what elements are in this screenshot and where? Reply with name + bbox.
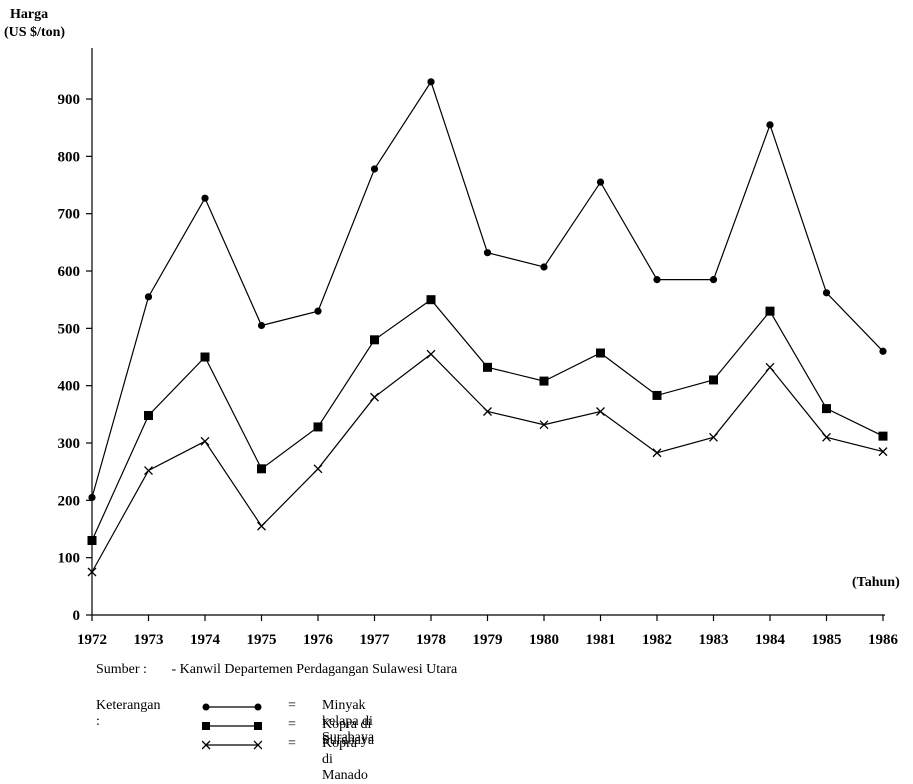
x-tick-label: 1979	[473, 632, 503, 648]
legend-title: Keterangan :	[96, 698, 161, 729]
data-point	[427, 78, 435, 86]
x-tick-label: 1984	[755, 632, 786, 648]
source-label: Sumber :	[96, 662, 147, 677]
legend-item-kopra-manado: Kopra di Manado	[322, 736, 368, 783]
data-point	[257, 464, 266, 474]
data-point	[87, 535, 97, 545]
y-tick-label: 200	[58, 493, 81, 509]
data-point	[765, 306, 775, 316]
data-point	[426, 295, 436, 305]
x-tick-label: 1973	[134, 632, 164, 648]
x-tick-label: 1986	[868, 632, 899, 648]
data-point	[370, 165, 379, 173]
x-axis-title: (Tahun)	[852, 575, 900, 590]
y-tick-label: 700	[58, 207, 81, 223]
data-point	[370, 392, 379, 402]
data-point	[878, 447, 888, 457]
x-tick-label: 1972	[77, 632, 107, 648]
data-point	[313, 464, 323, 474]
data-point	[483, 362, 492, 372]
x-tick-label: 1985	[812, 632, 842, 648]
legend-equals: =	[288, 736, 296, 751]
y-axis-title-line1: Harga	[10, 7, 48, 22]
data-point	[426, 349, 436, 359]
legend-swatch-circle	[202, 703, 262, 711]
x-tick-label: 1983	[699, 632, 729, 648]
y-tick-label: 300	[58, 436, 81, 452]
x-tick-label: 1980	[529, 632, 559, 648]
x-tick-label: 1981	[586, 632, 616, 648]
data-point	[144, 466, 153, 475]
data-point	[709, 375, 718, 385]
data-point	[539, 420, 549, 430]
y-axis-title-line2: (US $/ton)	[4, 25, 65, 40]
data-point	[878, 431, 888, 441]
y-tick-label: 800	[58, 149, 81, 165]
y-tick-label: 900	[58, 92, 81, 108]
x-tick-label: 1977	[360, 632, 391, 648]
y-tick-label: 600	[58, 264, 81, 280]
data-point	[88, 493, 96, 502]
line-chart: Harga (US $/ton) (Tahun) 0 100 200 300 400 50…	[4, 7, 900, 648]
data-point	[596, 178, 605, 186]
x-tick-label: 1978	[416, 632, 446, 648]
data-point	[709, 432, 718, 442]
data-point	[483, 249, 492, 257]
series-cross	[87, 349, 888, 577]
series-line	[91, 80, 884, 498]
data-point	[314, 307, 322, 315]
data-point	[822, 404, 831, 414]
data-point	[822, 289, 831, 297]
data-point	[257, 321, 266, 330]
data-point	[766, 121, 774, 129]
series-circle	[88, 78, 887, 502]
legend-item-kopra-surabaya: Kopra di Surabaya	[322, 717, 375, 748]
data-point	[144, 410, 153, 420]
data-point	[483, 407, 492, 416]
data-point	[370, 335, 379, 345]
data-point	[879, 347, 887, 355]
data-point	[539, 376, 549, 386]
series-square	[87, 295, 888, 545]
source-text: - Kanwil Departemen Perdagangan Sulawesi…	[171, 662, 458, 677]
data-point	[596, 407, 605, 416]
x-tick-label: 1974	[190, 632, 221, 648]
data-point	[652, 448, 662, 458]
data-point	[709, 276, 718, 284]
legend-equals: =	[288, 698, 296, 713]
source-note: Sumber : - Kanwil Departemen Perdagangan…	[96, 662, 457, 678]
y-tick-label: 100	[58, 551, 81, 567]
x-tick-label: 1976	[303, 632, 334, 648]
data-point	[652, 390, 662, 400]
data-point	[200, 436, 210, 446]
series-line	[91, 298, 884, 541]
data-point	[87, 567, 97, 577]
legend-swatch-square	[202, 722, 262, 730]
data-point	[313, 422, 323, 432]
y-tick-label: 400	[58, 379, 81, 395]
data-point	[200, 352, 210, 362]
y-tick-label: 0	[73, 608, 81, 624]
data-point	[653, 276, 661, 284]
legend-equals: =	[288, 717, 296, 732]
legend-swatch-cross	[202, 740, 262, 750]
x-tick-label: 1982	[642, 632, 672, 648]
y-tick-label: 500	[58, 321, 81, 337]
data-point	[257, 521, 266, 531]
data-point	[540, 263, 548, 271]
legend-item-minyak-kelapa-surabaya: Minyak kelapa di Surabaya	[322, 698, 375, 745]
data-point	[822, 432, 831, 442]
data-point	[201, 194, 209, 202]
data-point	[144, 293, 153, 301]
data-point	[765, 362, 775, 372]
x-tick-label: 1975	[247, 632, 277, 648]
data-point	[596, 348, 605, 358]
series-line	[91, 353, 884, 573]
